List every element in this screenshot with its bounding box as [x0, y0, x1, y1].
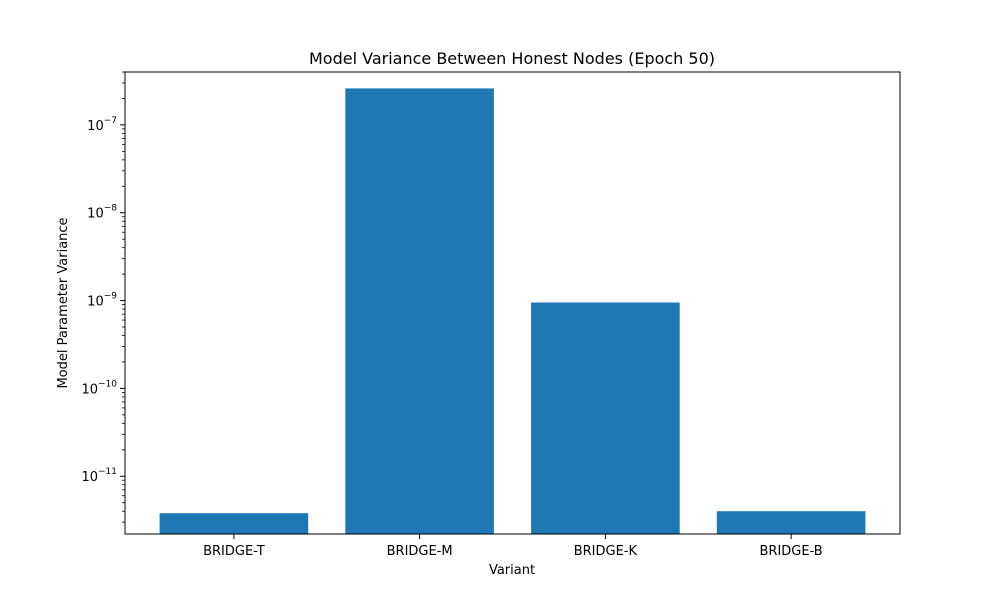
x-axis: BRIDGE-T BRIDGE-M BRIDGE-K BRIDGE-B [203, 534, 823, 559]
y-axis-label: Model Parameter Variance [56, 217, 71, 388]
y-tick-label: 10−10 [81, 379, 117, 397]
y-tick-label: 10−8 [87, 204, 117, 222]
x-tick-label: BRIDGE-T [203, 544, 265, 559]
y-axis: 10−11 10−10 10−9 10−8 10−7 [81, 71, 125, 523]
bar-bridge-t [159, 513, 309, 534]
x-tick-label: BRIDGE-K [574, 544, 638, 559]
bar-bridge-b [716, 511, 866, 534]
bars-group [159, 88, 866, 535]
y-tick-label: 10−7 [87, 116, 117, 134]
bar-bridge-m [345, 88, 494, 535]
y-tick-label: 10−11 [81, 467, 117, 485]
x-tick-label: BRIDGE-B [760, 544, 823, 559]
x-tick-label: BRIDGE-M [387, 544, 453, 559]
bar-bridge-k [531, 302, 680, 534]
y-tick-label: 10−9 [87, 292, 117, 310]
plot-frame [124, 71, 901, 535]
chart-title: Model Variance Between Honest Nodes (Epo… [309, 49, 715, 68]
x-axis-label: Variant [489, 563, 535, 578]
